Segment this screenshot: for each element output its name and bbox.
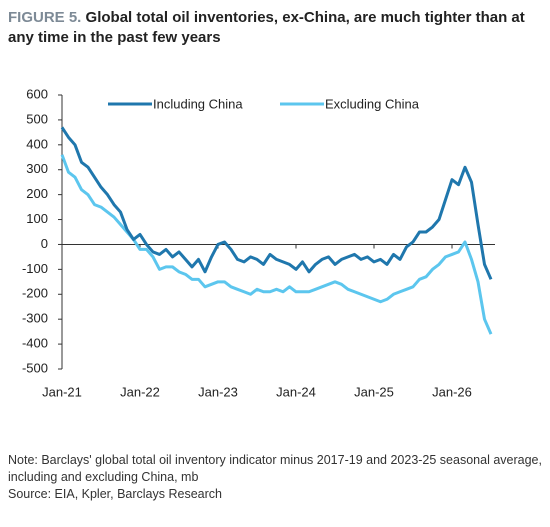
notes: Note: Barclays' global total oil invento… xyxy=(8,452,543,503)
x-tick-label: Jan-21 xyxy=(42,384,82,399)
y-tick-label: 0 xyxy=(41,236,48,251)
y-tick-label: -400 xyxy=(22,336,48,351)
y-tick-label: -200 xyxy=(22,286,48,301)
figure-label: FIGURE 5. xyxy=(8,9,82,26)
x-tick-label: Jan-26 xyxy=(432,384,472,399)
y-tick-label: 500 xyxy=(26,111,48,126)
y-tick-label: -500 xyxy=(22,360,48,375)
y-tick-label: -100 xyxy=(22,261,48,276)
y-tick-label: 400 xyxy=(26,136,48,151)
x-tick-label: Jan-24 xyxy=(276,384,316,399)
legend-label: Excluding China xyxy=(325,96,420,111)
x-tick-label: Jan-23 xyxy=(198,384,238,399)
series-line xyxy=(60,126,493,280)
chart-title-block: FIGURE 5. Global total oil inventories, … xyxy=(8,8,543,48)
note: Note: Barclays' global total oil invento… xyxy=(8,453,542,484)
source: Source: EIA, Kpler, Barclays Research xyxy=(8,487,222,501)
y-tick-label: 600 xyxy=(26,86,48,101)
y-tick-label: 100 xyxy=(26,211,48,226)
x-tick-label: Jan-25 xyxy=(354,384,394,399)
chart-title: Global total oil inventories, ex-China, … xyxy=(8,9,525,46)
legend-label: Including China xyxy=(153,96,243,111)
x-tick-label: Jan-22 xyxy=(120,384,160,399)
chart: -500 -400 -300 -200 -100 0 100 200 300 400 500 600 J… xyxy=(22,86,495,399)
y-tick-label: -300 xyxy=(22,311,48,326)
y-tick-label: 300 xyxy=(26,161,48,176)
y-tick-label: 200 xyxy=(26,186,48,201)
